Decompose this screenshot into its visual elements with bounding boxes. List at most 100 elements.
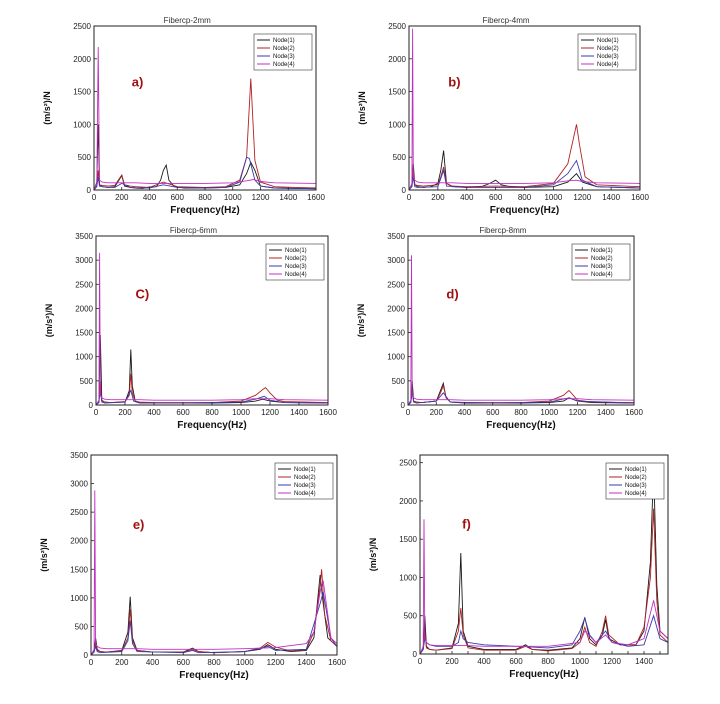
legend-label-node-2: Node(2) [597, 46, 619, 52]
x-axis-label: Frequency(Hz) [509, 669, 578, 680]
plot-frame [419, 454, 669, 655]
legend-label-node-1: Node(1) [591, 248, 613, 254]
y-axis-label: (m/s²)/N [39, 538, 49, 572]
x-tick-label: 0 [407, 193, 412, 202]
y-tick-label: 0 [413, 650, 418, 659]
legend-label-node-4: Node(4) [294, 491, 316, 497]
x-tick-label: 1000 [232, 408, 250, 417]
x-tick-label: 1000 [544, 193, 562, 202]
series-line-node-4 [91, 490, 337, 655]
x-tick-label: 400 [143, 193, 157, 202]
x-tick-label: 1200 [261, 408, 279, 417]
y-tick-label: 0 [401, 401, 406, 410]
legend-label-node-2: Node(2) [273, 46, 295, 52]
x-tick-label: 0 [418, 657, 423, 666]
x-tick-label: 400 [458, 408, 472, 417]
x-tick-label: 1400 [602, 193, 620, 202]
x-axis-label: Frequency(Hz) [486, 420, 555, 431]
x-tick-label: 1600 [319, 408, 337, 417]
legend-label-node-1: Node(1) [597, 38, 619, 44]
x-tick-label: 800 [207, 658, 221, 667]
x-tick-label: 200 [431, 193, 445, 202]
y-tick-label: 500 [80, 377, 94, 386]
x-tick-label: 0 [92, 193, 97, 202]
x-tick-label: 200 [115, 193, 129, 202]
y-tick-label: 2500 [387, 280, 405, 289]
y-tick-label: 2000 [388, 55, 406, 64]
panel-b: Fibercp-4mm 0 200 400 600 800 1000 1200 1400 1600… [357, 16, 649, 216]
x-tick-label: 600 [177, 658, 191, 667]
x-axis-label: Frequency(Hz) [490, 205, 559, 216]
y-tick-label: 1500 [399, 535, 417, 544]
series-line-node-4 [94, 46, 316, 190]
y-axis-label: (m/s²)/N [42, 91, 52, 125]
y-tick-label: 1000 [399, 573, 417, 582]
y-tick-label: 3000 [75, 256, 93, 265]
panel-e: 0 200 400 600 800 1000 1200 1400 1600 0 500 1000 150… [39, 451, 346, 681]
y-tick-label: 0 [89, 401, 94, 410]
series-line-node-2 [420, 508, 668, 654]
series-line-node-4 [409, 28, 640, 190]
series-line-node-4 [420, 519, 668, 654]
y-tick-label: 2500 [73, 22, 91, 31]
x-tick-label: 200 [430, 408, 444, 417]
series-line-node-3 [91, 591, 337, 655]
y-tick-label: 1500 [387, 329, 405, 338]
x-tick-label: 400 [460, 193, 474, 202]
y-axis-label: (m/s²)/N [356, 304, 366, 338]
y-tick-label: 3000 [387, 256, 405, 265]
legend-label-node-1: Node(1) [273, 38, 295, 44]
y-tick-label: 2500 [388, 22, 406, 31]
x-tick-label: 200 [118, 408, 132, 417]
series-line-node-1 [408, 380, 634, 405]
x-tick-label: 600 [509, 657, 523, 666]
y-tick-label: 1000 [387, 353, 405, 362]
x-tick-label: 200 [445, 657, 459, 666]
y-tick-label: 3000 [70, 480, 88, 489]
y-tick-label: 0 [87, 186, 92, 195]
y-tick-label: 1000 [388, 120, 406, 129]
x-tick-label: 0 [406, 408, 411, 417]
y-tick-label: 2000 [387, 304, 405, 313]
y-tick-label: 500 [392, 377, 406, 386]
x-axis-label: Frequency(Hz) [177, 420, 246, 431]
legend-label-node-4: Node(4) [273, 62, 295, 68]
legend-label-node-2: Node(2) [294, 475, 316, 481]
x-tick-label: 1400 [635, 657, 653, 666]
y-tick-label: 2000 [70, 537, 88, 546]
x-tick-label: 400 [477, 657, 491, 666]
x-tick-label: 1200 [252, 193, 270, 202]
x-tick-label: 600 [486, 408, 500, 417]
y-tick-label: 500 [393, 153, 407, 162]
y-tick-label: 500 [75, 622, 89, 631]
y-tick-label: 1000 [73, 120, 91, 129]
legend-label-node-4: Node(4) [625, 491, 647, 497]
x-axis-label: Frequency(Hz) [170, 205, 239, 216]
x-tick-label: 1400 [597, 408, 615, 417]
series-line-node-1 [94, 124, 316, 190]
legend-label-node-4: Node(4) [591, 272, 613, 278]
x-tick-label: 1600 [625, 408, 643, 417]
y-tick-label: 0 [402, 186, 407, 195]
x-tick-label: 1600 [631, 193, 649, 202]
x-tick-label: 1400 [290, 408, 308, 417]
panel-tag: a) [132, 75, 144, 90]
panel-title: Fibercp-8mm [479, 226, 526, 235]
x-tick-label: 1200 [603, 657, 621, 666]
y-tick-label: 3500 [75, 232, 93, 241]
y-axis-label: (m/s²)/N [368, 538, 378, 572]
x-tick-label: 0 [94, 408, 99, 417]
y-tick-label: 1500 [70, 565, 88, 574]
y-axis-label: (m/s²)/N [357, 91, 367, 125]
x-tick-label: 400 [147, 408, 161, 417]
legend-label-node-2: Node(2) [625, 475, 647, 481]
series-line-node-1 [96, 334, 328, 405]
x-tick-label: 1000 [540, 408, 558, 417]
x-tick-label: 800 [541, 657, 555, 666]
legend-label-node-1: Node(1) [625, 467, 647, 473]
x-tick-label: 800 [198, 193, 212, 202]
x-tick-label: 200 [115, 658, 129, 667]
panel-title: Fibercp-2mm [164, 16, 211, 25]
legend-label-node-1: Node(1) [285, 248, 307, 254]
